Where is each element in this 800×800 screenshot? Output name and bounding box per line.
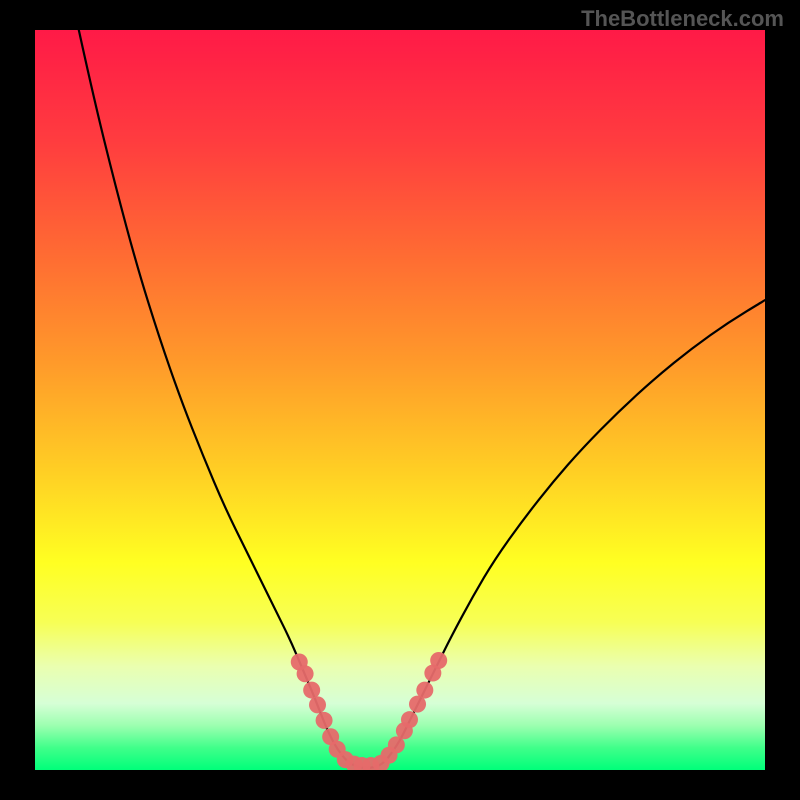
curve-marker [297,665,314,682]
watermark-label: TheBottleneck.com [581,6,784,32]
chart-container: TheBottleneck.com [0,0,800,800]
plot-background [35,30,765,770]
curve-marker [416,682,433,699]
curve-marker [430,652,447,669]
curve-marker [303,682,320,699]
bottleneck-chart [0,0,800,800]
curve-marker [309,696,326,713]
curve-marker [316,712,333,729]
curve-marker [401,711,418,728]
